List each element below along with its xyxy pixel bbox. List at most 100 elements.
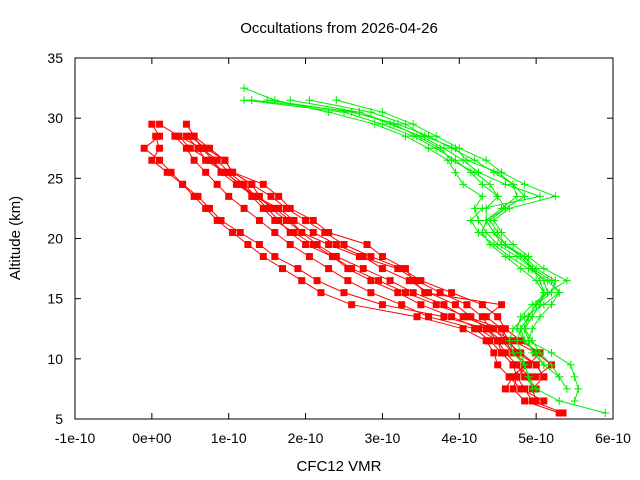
data-point xyxy=(248,180,256,188)
x-tick-label: 0e+00 xyxy=(132,430,172,446)
data-point xyxy=(140,144,148,152)
data-point xyxy=(221,168,229,176)
data-point xyxy=(267,204,275,212)
series-layer xyxy=(140,84,610,417)
data-point xyxy=(328,253,336,261)
data-point xyxy=(225,168,233,176)
data-point xyxy=(505,373,513,381)
data-point xyxy=(148,120,156,128)
data-point xyxy=(325,265,333,273)
data-point xyxy=(359,265,367,273)
data-point xyxy=(498,325,506,333)
data-point xyxy=(420,132,429,141)
data-point xyxy=(520,180,529,189)
data-point xyxy=(516,264,525,273)
data-point xyxy=(240,204,248,212)
data-point xyxy=(275,192,283,200)
data-point xyxy=(462,156,471,165)
data-point xyxy=(221,156,229,164)
data-point xyxy=(240,180,248,188)
data-point xyxy=(156,120,164,128)
data-point xyxy=(367,277,375,285)
data-point xyxy=(509,361,517,369)
data-point xyxy=(497,228,506,237)
data-point xyxy=(206,144,213,152)
data-point xyxy=(475,325,482,333)
data-point xyxy=(255,216,263,224)
data-point xyxy=(279,265,287,273)
data-point xyxy=(213,216,221,224)
data-point xyxy=(559,409,567,417)
data-point xyxy=(405,277,413,285)
data-point xyxy=(467,313,475,321)
data-point xyxy=(340,289,348,297)
data-point xyxy=(332,253,340,261)
data-point xyxy=(516,348,525,357)
data-point xyxy=(505,336,514,345)
data-point xyxy=(294,265,302,273)
data-point xyxy=(286,241,294,249)
data-point xyxy=(524,372,533,381)
data-point xyxy=(213,180,221,188)
data-point xyxy=(290,216,298,224)
data-point xyxy=(217,168,225,176)
data-point xyxy=(501,180,510,189)
data-point xyxy=(378,301,386,309)
data-point xyxy=(175,132,183,140)
data-point xyxy=(528,324,537,333)
data-point xyxy=(198,144,206,152)
data-point xyxy=(367,289,375,297)
data-point xyxy=(478,192,487,201)
data-point xyxy=(252,192,260,200)
data-point xyxy=(513,373,521,381)
data-point xyxy=(459,180,468,189)
data-point xyxy=(501,325,509,333)
data-point xyxy=(466,216,475,225)
data-point xyxy=(474,216,483,225)
y-axis-label: Altitude (km) xyxy=(7,196,24,280)
data-point xyxy=(512,192,521,201)
y-tick-label: 25 xyxy=(47,170,63,186)
data-point xyxy=(332,96,341,105)
data-point xyxy=(501,349,509,357)
data-point xyxy=(451,301,459,309)
data-point xyxy=(540,373,548,381)
series-12 xyxy=(240,96,583,405)
data-point xyxy=(489,216,498,225)
series-line xyxy=(244,99,579,402)
data-point xyxy=(282,204,290,212)
data-point xyxy=(482,325,490,333)
data-point xyxy=(498,301,506,309)
y-tick-label: 15 xyxy=(47,291,63,307)
data-point xyxy=(182,144,190,152)
data-point xyxy=(421,289,429,297)
data-point xyxy=(248,192,256,200)
data-point xyxy=(367,253,375,261)
data-point xyxy=(313,277,321,285)
data-point xyxy=(302,216,310,224)
x-tick-label: -1e-10 xyxy=(55,430,96,446)
data-point xyxy=(259,253,267,261)
data-point xyxy=(202,144,210,152)
data-point xyxy=(501,240,510,249)
data-point xyxy=(570,396,579,405)
data-point xyxy=(551,192,560,201)
data-point xyxy=(363,241,371,249)
data-point xyxy=(540,397,548,405)
data-point xyxy=(532,348,541,357)
data-point xyxy=(555,372,564,381)
data-point xyxy=(455,144,464,153)
data-point xyxy=(344,277,352,285)
data-point xyxy=(539,264,548,273)
data-point xyxy=(470,168,479,177)
plot-frame xyxy=(74,57,614,420)
data-point xyxy=(425,313,433,321)
data-point xyxy=(167,168,175,176)
data-point xyxy=(424,144,433,153)
data-point xyxy=(463,301,471,309)
data-point xyxy=(574,384,583,393)
x-tick-label: 1e-10 xyxy=(211,430,247,446)
data-point xyxy=(267,192,275,200)
data-point xyxy=(520,324,529,333)
